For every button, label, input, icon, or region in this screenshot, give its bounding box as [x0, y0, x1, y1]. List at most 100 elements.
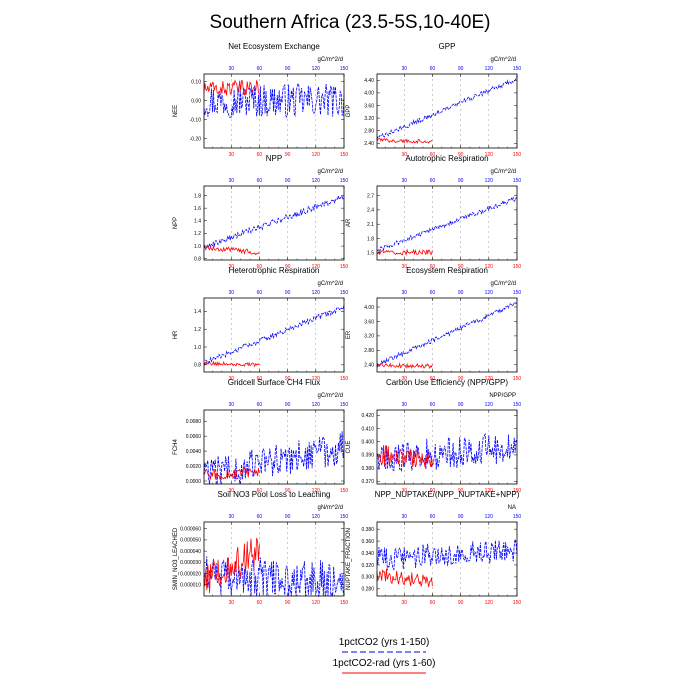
y-tick-label: -0.10 — [190, 117, 202, 123]
x-tick-label-top: 60 — [257, 290, 263, 296]
series-line-1pctCO2-rad — [203, 467, 260, 481]
y-tick-label: 0.370 — [361, 479, 374, 485]
x-tick-label-bottom: 90 — [285, 152, 291, 158]
x-tick-label-top: 60 — [257, 402, 263, 408]
series-line-1pctCO2-rad — [376, 568, 433, 588]
series-line-1pctCO2-rad — [203, 79, 260, 97]
series-line-1pctCO2-rad — [376, 248, 433, 257]
y-tick-label: 0.00 — [191, 98, 201, 104]
x-tick-label-bottom: 60 — [257, 600, 263, 606]
y-tick-label: 0.320 — [361, 563, 374, 569]
x-tick-label-bottom: 120 — [485, 600, 494, 606]
chart-panel-8: Carbon Use Efficiency (NPP/GPP) NPP/GPP CU… — [346, 378, 521, 494]
y-tick-label: 0.390 — [361, 453, 374, 459]
y-axis-label: CUE — [346, 441, 352, 454]
x-tick-label-bottom: 90 — [285, 488, 291, 494]
plot-frame — [376, 73, 518, 149]
y-axis-label: NEE — [173, 105, 179, 117]
panel-units: gC/m^2/d — [318, 281, 344, 287]
x-tick-label-top: 60 — [430, 514, 436, 520]
series-line-1pctCO2 — [376, 76, 518, 140]
x-tick-label-top: 90 — [285, 514, 291, 520]
x-tick-label-top: 60 — [430, 402, 436, 408]
y-tick-label: 1.8 — [194, 193, 201, 199]
x-tick-label-bottom: 60 — [257, 152, 263, 158]
x-tick-label-top: 90 — [285, 66, 291, 72]
y-tick-label: 4.40 — [364, 78, 374, 84]
x-tick-label-bottom: 30 — [228, 376, 234, 382]
chart-panel-7: Gridcell Surface CH4 Flux gC/m^2/d FCH4 30 3… — [173, 378, 348, 494]
legend-label-1: 1pctCO2 (yrs 1-150) — [339, 637, 430, 648]
x-tick-label-top: 60 — [430, 66, 436, 72]
x-tick-label-top: 90 — [458, 402, 464, 408]
x-tick-label-bottom: 90 — [458, 488, 464, 494]
panel-units: gC/m^2/d — [491, 169, 517, 175]
chart-panel-5: Heterotrophic Respiration gC/m^2/d HR 30 30 6… — [173, 266, 348, 382]
y-tick-label: 2.80 — [364, 348, 374, 354]
legend-label-2: 1pctCO2-rad (yrs 1-60) — [333, 658, 436, 669]
series-line-1pctCO2-rad — [376, 362, 433, 370]
y-tick-label: 0.0020 — [186, 464, 202, 470]
series-line-1pctCO2-rad — [203, 360, 260, 368]
x-tick-label-top: 90 — [285, 290, 291, 296]
plot-frame — [376, 297, 518, 373]
y-tick-label: 2.40 — [364, 141, 374, 147]
x-tick-label-bottom: 60 — [257, 264, 263, 270]
series-line-1pctCO2 — [203, 82, 345, 118]
x-tick-label-bottom: 90 — [458, 376, 464, 382]
x-tick-label-bottom: 90 — [285, 376, 291, 382]
x-tick-label-bottom: 120 — [312, 264, 321, 270]
x-tick-label-top: 150 — [513, 178, 522, 184]
x-tick-label-top: 30 — [401, 402, 407, 408]
series-line-1pctCO2-rad — [203, 244, 260, 256]
y-tick-label: 2.4 — [367, 208, 374, 214]
y-tick-label: 1.4 — [194, 309, 201, 315]
x-tick-label-bottom: 60 — [430, 152, 436, 158]
y-tick-label: 4.00 — [364, 91, 374, 97]
series-line-1pctCO2-rad — [203, 537, 260, 594]
series-line-1pctCO2 — [376, 301, 518, 368]
x-tick-label-bottom: 120 — [485, 152, 494, 158]
x-tick-label-top: 90 — [458, 178, 464, 184]
panel-title: Soil NO3 Pool Loss to Leaching — [218, 490, 331, 499]
x-tick-label-bottom: 150 — [513, 488, 522, 494]
panel-units: NPP/GPP — [489, 393, 516, 399]
chart-panel-10: NPP_NUPTAKE/(NPP_NUPTAKE+NPP) NA NUPTAKE_F… — [346, 490, 521, 606]
x-tick-label-bottom: 90 — [458, 264, 464, 270]
y-axis-label: HR — [173, 330, 179, 339]
x-tick-label-bottom: 30 — [401, 600, 407, 606]
y-axis-label: NPP — [173, 217, 179, 229]
x-tick-label-bottom: 150 — [340, 600, 349, 606]
x-tick-label-top: 60 — [430, 290, 436, 296]
x-tick-label-top: 120 — [312, 402, 321, 408]
x-tick-label-bottom: 120 — [485, 376, 494, 382]
y-tick-label: 1.2 — [194, 327, 201, 333]
x-tick-label-bottom: 30 — [401, 488, 407, 494]
plot-frame — [203, 185, 345, 261]
plot-frame — [203, 521, 345, 597]
y-tick-label: 1.0 — [194, 244, 201, 250]
y-tick-label: 0.0060 — [186, 434, 202, 440]
panel-title: Net Ecosystem Exchange — [228, 42, 320, 51]
panel-units: gN/m^2/d — [318, 505, 344, 511]
x-tick-label-bottom: 60 — [430, 264, 436, 270]
figure-title: Southern Africa (23.5-5S,10-40E) — [210, 12, 491, 33]
x-tick-label-bottom: 90 — [285, 264, 291, 270]
y-tick-label: 2.80 — [364, 128, 374, 134]
plot-frame — [376, 409, 518, 485]
x-tick-label-top: 120 — [485, 66, 494, 72]
y-tick-label: 1.8 — [367, 236, 374, 242]
y-tick-label: -0.20 — [190, 136, 202, 142]
y-tick-label: 0.420 — [361, 413, 374, 419]
x-tick-label-top: 90 — [285, 402, 291, 408]
chart-panel-3: NPP gC/m^2/d NPP 30 30 60 60 90 90 120 120 150 150 1.… — [173, 154, 348, 270]
x-tick-label-top: 150 — [513, 290, 522, 296]
x-tick-label-top: 120 — [312, 514, 321, 520]
y-tick-label: 3.60 — [364, 103, 374, 109]
x-tick-label-bottom: 150 — [513, 264, 522, 270]
y-tick-label: 0.000040 — [180, 549, 201, 555]
x-tick-label-top: 60 — [430, 178, 436, 184]
y-tick-label: 1.2 — [194, 231, 201, 237]
y-tick-label: 1.0 — [194, 345, 201, 351]
